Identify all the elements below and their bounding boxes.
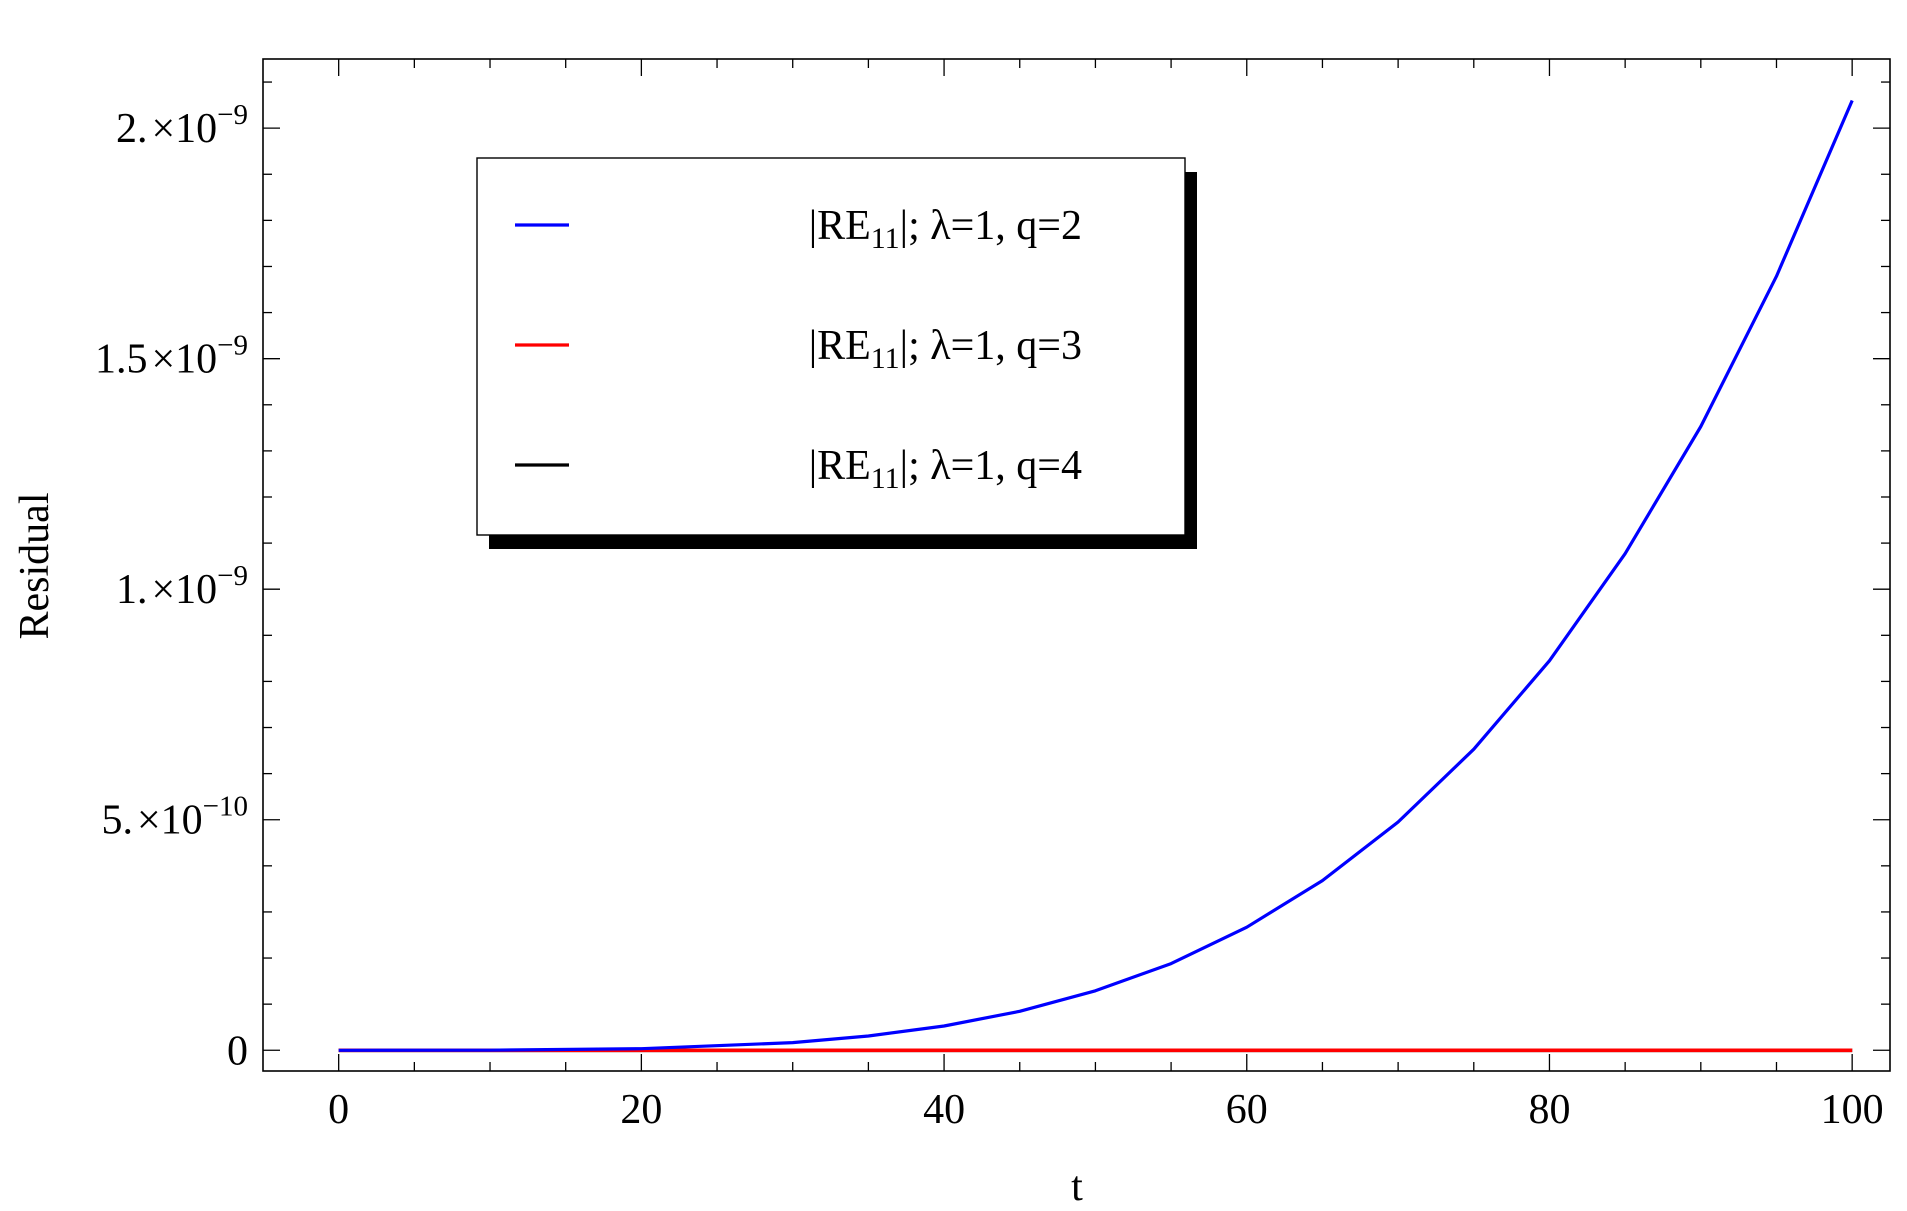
legend-label: |RE11|; λ=1, q=2	[809, 203, 1082, 255]
plot-area	[338, 99, 1854, 1053]
axis-ticks	[263, 59, 1890, 1071]
legend-label: |RE11|; λ=1, q=3	[809, 323, 1082, 375]
y-tick-label: 1.5×10−9	[95, 330, 248, 383]
y-axis-label: Residual	[12, 493, 58, 640]
series-line-q2	[338, 99, 1854, 1052]
y-tick-label: 2.×10−9	[116, 99, 248, 152]
legend-box	[476, 157, 1186, 536]
x-tick-label: 100	[1821, 1087, 1884, 1133]
y-tick-label: 0	[227, 1028, 248, 1074]
x-tick-label: 40	[923, 1087, 965, 1133]
legend: |RE11|; λ=1, q=2 |RE11|; λ=1, q=3 |RE11|; …	[476, 157, 1197, 549]
x-tick-label: 80	[1528, 1087, 1570, 1133]
plot-frame	[262, 58, 1891, 1072]
y-tick-label: 5.×10−10	[101, 791, 248, 844]
x-axis-label: t	[1071, 1164, 1083, 1210]
x-tick-label: 20	[620, 1087, 662, 1133]
legend-items: |RE11|; λ=1, q=2 |RE11|; λ=1, q=3 |RE11|; …	[515, 203, 1082, 495]
tick-labels: 0 20 40 60 80 100 0 5.×10−10 1.×10−9 1.5×10−9 2.×1…	[95, 99, 1884, 1133]
x-tick-label: 0	[328, 1087, 349, 1133]
y-tick-label: 1.×10−9	[116, 560, 248, 613]
x-tick-label: 60	[1226, 1087, 1268, 1133]
legend-label: |RE11|; λ=1, q=4	[809, 443, 1082, 495]
